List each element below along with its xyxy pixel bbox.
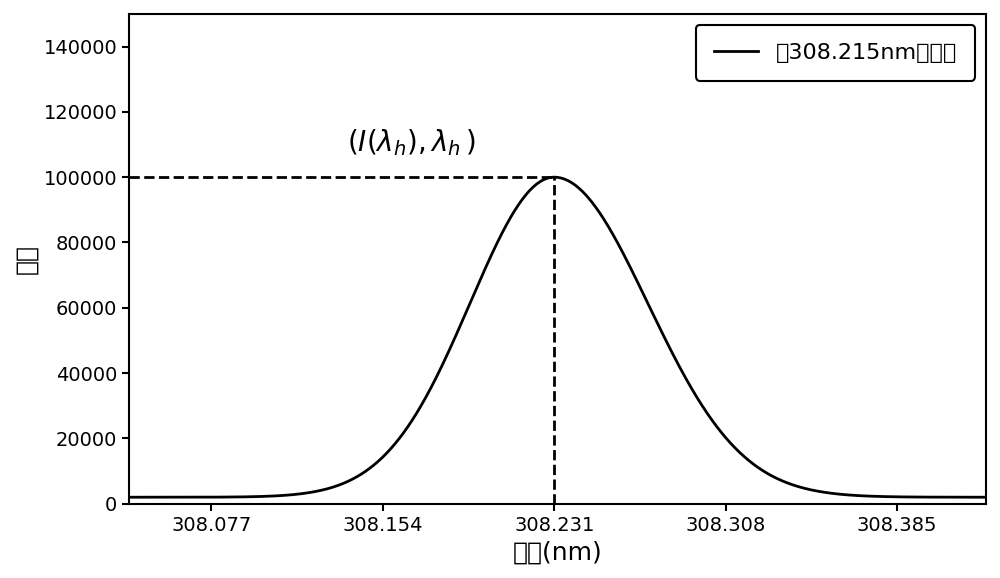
- Text: $(I(\lambda_h), \lambda_h\,)$: $(I(\lambda_h), \lambda_h\,)$: [347, 127, 476, 158]
- 铝308.215nm特征峰: [489, 244, 501, 251]
- X-axis label: 波长(nm): 波长(nm): [513, 540, 602, 564]
- Line: 铝308.215nm特征峰: 铝308.215nm特征峰: [129, 177, 986, 497]
- 铝308.215nm特征峰: [980, 494, 992, 501]
- 铝308.215nm特征峰: [964, 494, 976, 501]
- 铝308.215nm特征峰: [272, 492, 284, 499]
- Legend: 铝308.215nm特征峰: 铝308.215nm特征峰: [696, 25, 975, 80]
- 铝308.215nm特征峰: [548, 174, 560, 181]
- 铝308.215nm特征峰: [871, 493, 883, 500]
- Y-axis label: 强度: 强度: [14, 244, 38, 274]
- 铝308.215nm特征峰: [123, 494, 135, 501]
- 铝308.215nm特征峰: [221, 494, 233, 501]
- 铝308.215nm特征峰: [452, 328, 464, 335]
